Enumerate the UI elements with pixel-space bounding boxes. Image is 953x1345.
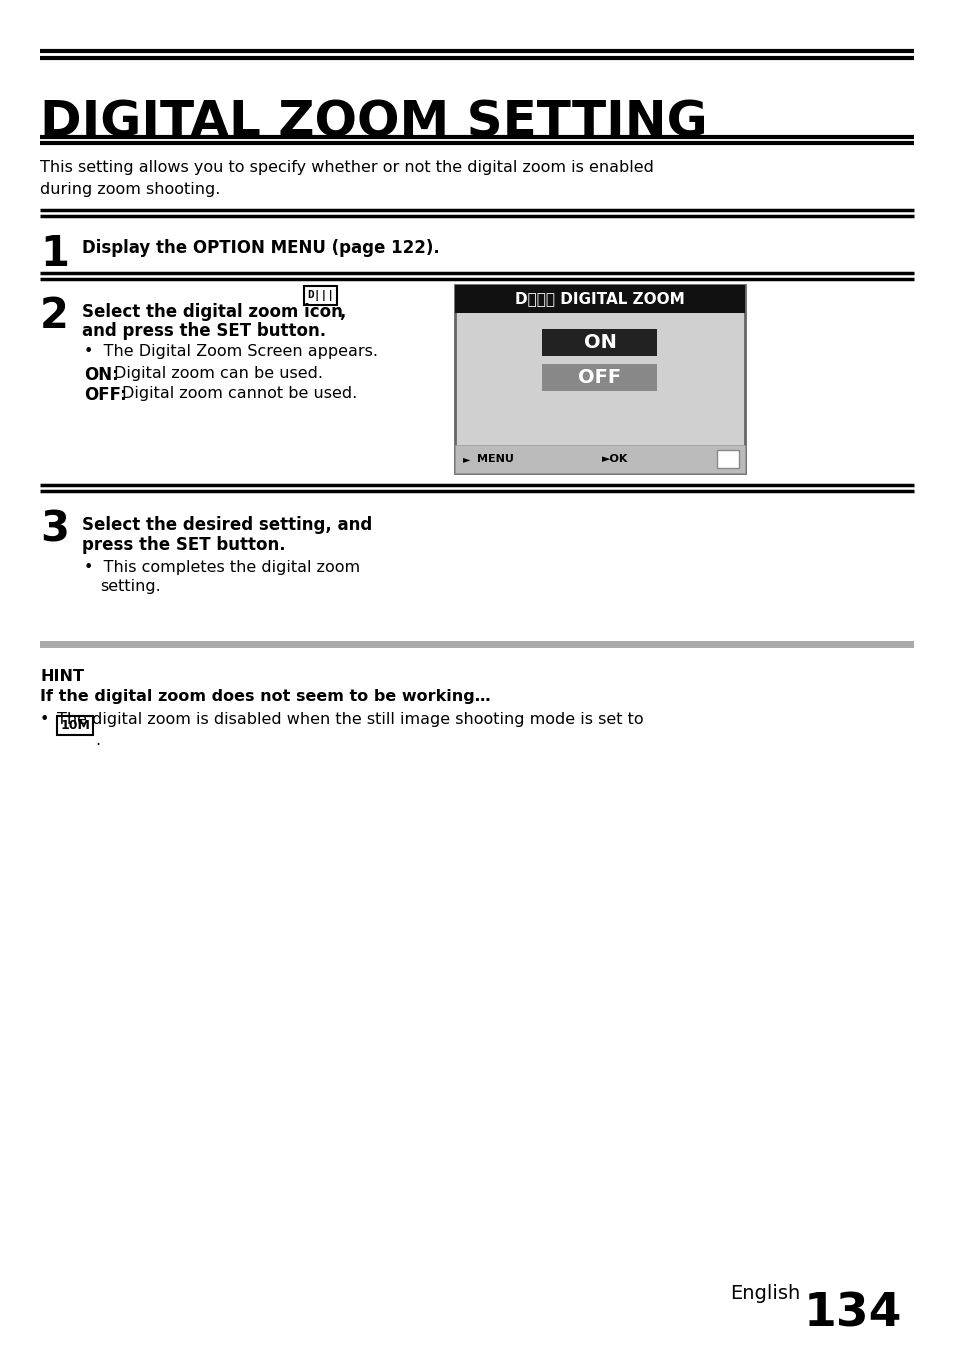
Bar bbox=[40, 642, 913, 648]
Text: .: . bbox=[95, 733, 100, 748]
Text: and press the SET button.: and press the SET button. bbox=[82, 321, 326, 339]
Text: •  This completes the digital zoom: • This completes the digital zoom bbox=[84, 560, 359, 576]
Text: setting.: setting. bbox=[100, 578, 161, 594]
Text: 2: 2 bbox=[40, 295, 69, 336]
Text: 134: 134 bbox=[803, 1291, 902, 1336]
Text: If the digital zoom does not seem to be working…: If the digital zoom does not seem to be … bbox=[40, 689, 490, 703]
Text: MENU: MENU bbox=[476, 455, 514, 464]
Text: D|||: D||| bbox=[307, 291, 334, 301]
Text: press the SET button.: press the SET button. bbox=[82, 537, 285, 554]
Bar bbox=[717, 451, 739, 468]
Text: D⑅⑅⑅ DIGITAL ZOOM: D⑅⑅⑅ DIGITAL ZOOM bbox=[515, 292, 684, 307]
Bar bbox=[542, 330, 657, 356]
Text: Select the digital zoom icon: Select the digital zoom icon bbox=[82, 303, 342, 320]
Text: This setting allows you to specify whether or not the digital zoom is enabled
du: This setting allows you to specify wheth… bbox=[40, 160, 653, 196]
Text: OFF: OFF bbox=[578, 369, 621, 387]
Text: ,: , bbox=[338, 303, 345, 320]
Bar bbox=[304, 286, 336, 305]
Text: 1: 1 bbox=[40, 233, 69, 274]
Text: ►OK: ►OK bbox=[601, 455, 627, 464]
Text: English: English bbox=[729, 1284, 800, 1303]
Bar bbox=[455, 285, 744, 473]
Text: 3: 3 bbox=[40, 508, 69, 550]
Text: •  The Digital Zoom Screen appears.: • The Digital Zoom Screen appears. bbox=[84, 344, 377, 359]
Text: ON: ON bbox=[583, 334, 616, 352]
Text: DIGITAL ZOOM SETTING: DIGITAL ZOOM SETTING bbox=[40, 100, 707, 147]
Text: Digital zoom can be used.: Digital zoom can be used. bbox=[113, 366, 323, 381]
Text: •: • bbox=[40, 713, 50, 728]
Text: The digital zoom is disabled when the still image shooting mode is set to: The digital zoom is disabled when the st… bbox=[57, 713, 643, 728]
Text: ►: ► bbox=[463, 455, 470, 464]
Text: Display the OPTION MENU (page 122).: Display the OPTION MENU (page 122). bbox=[82, 239, 439, 257]
Text: OFF:: OFF: bbox=[84, 386, 127, 404]
Bar bbox=[455, 285, 744, 312]
Bar bbox=[57, 717, 92, 736]
Text: HINT: HINT bbox=[40, 668, 84, 683]
Text: Select the desired setting, and: Select the desired setting, and bbox=[82, 516, 372, 534]
Text: ON:: ON: bbox=[84, 366, 118, 385]
Text: 10M: 10M bbox=[60, 720, 90, 732]
Text: Digital zoom cannot be used.: Digital zoom cannot be used. bbox=[122, 386, 356, 401]
Bar bbox=[542, 364, 657, 391]
Bar bbox=[455, 445, 744, 473]
